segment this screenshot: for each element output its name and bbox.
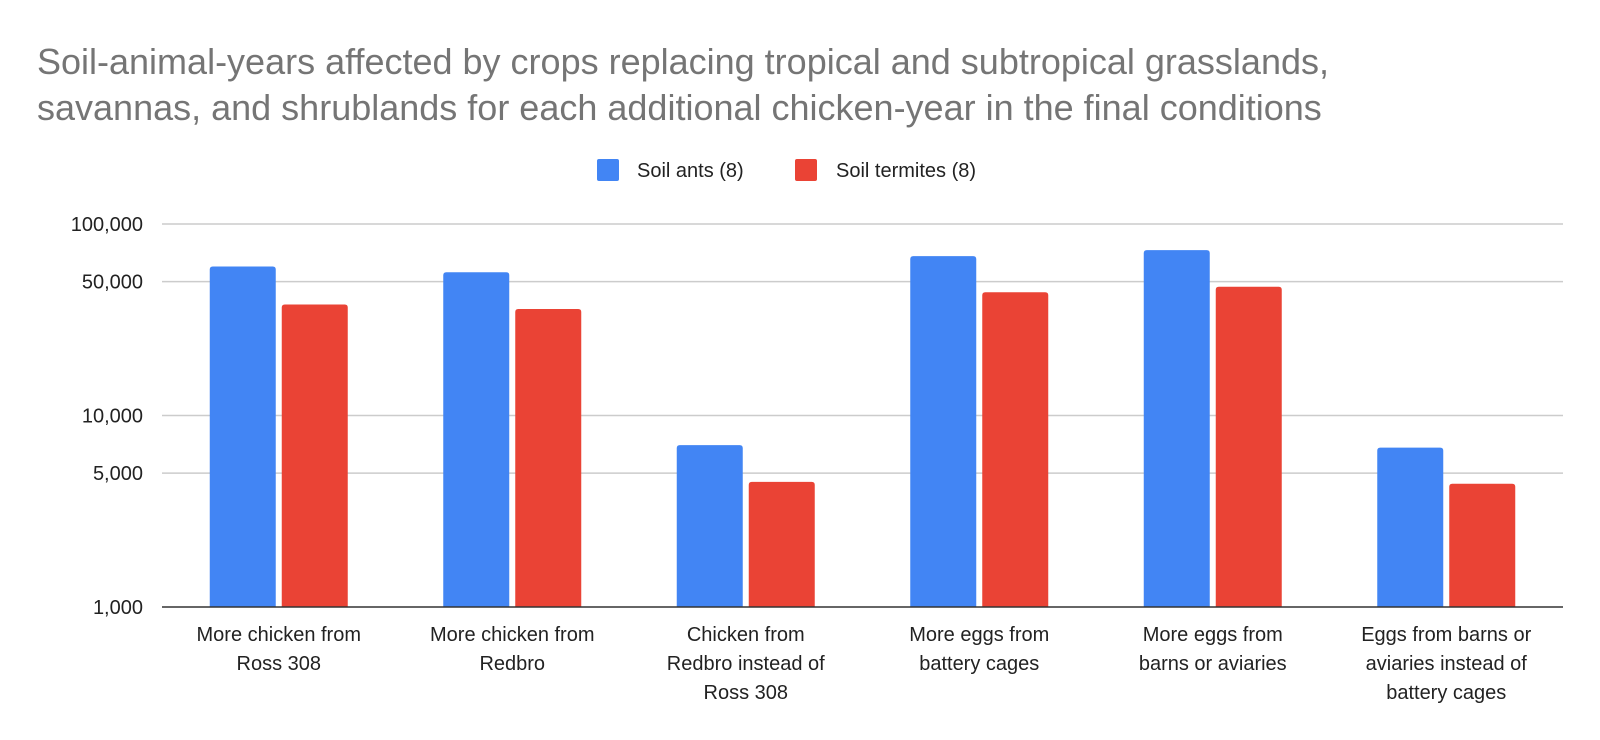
y-tick-label: 100,000 bbox=[71, 214, 143, 236]
x-category-label: More chicken from Ross 308 bbox=[197, 624, 362, 675]
bar-soil-termites-8 bbox=[982, 292, 1049, 607]
x-category-label-line: battery cages bbox=[1386, 682, 1506, 704]
x-category-label: Chicken from Redbro instead of Ross 308 bbox=[667, 624, 825, 704]
x-category-label: More eggs from barns or aviaries bbox=[1139, 624, 1287, 675]
bar-soil-termites-8 bbox=[281, 304, 348, 607]
x-category-label: More eggs from battery cages bbox=[909, 624, 1049, 675]
x-category-label-line: battery cages bbox=[919, 653, 1039, 675]
bar-soil-termites-8 bbox=[515, 308, 582, 607]
gridlines bbox=[162, 223, 1563, 474]
x-category-label-line: Ross 308 bbox=[237, 653, 322, 675]
chart-title: Soil-animal-years affected by crops repl… bbox=[37, 41, 1329, 128]
legend-item-soil-ants: Soil ants (8) bbox=[597, 159, 744, 182]
bar-soil-ants-8 bbox=[676, 445, 743, 607]
x-category-label: More chicken from Redbro bbox=[430, 624, 595, 675]
x-category-label-line: More eggs from bbox=[1143, 624, 1283, 646]
y-tick-label: 1,000 bbox=[93, 597, 143, 619]
x-category-label-line: aviaries instead of bbox=[1366, 653, 1528, 675]
x-category-label-line: Ross 308 bbox=[704, 682, 789, 704]
legend-item-soil-termites: Soil termites (8) bbox=[795, 159, 976, 182]
bar-soil-ants-8 bbox=[1143, 250, 1210, 607]
x-category-label-line: Redbro instead of bbox=[667, 653, 825, 675]
bar-soil-termites-8 bbox=[748, 481, 815, 607]
bar-soil-termites-8 bbox=[1215, 286, 1282, 607]
y-tick-label: 5,000 bbox=[93, 463, 143, 485]
y-tick-label: 50,000 bbox=[82, 272, 143, 294]
legend-swatch-soil-termites bbox=[795, 159, 817, 181]
x-category-label-line: More chicken from bbox=[430, 624, 595, 646]
x-category-label-line: More chicken from bbox=[197, 624, 362, 646]
legend-swatch-soil-ants bbox=[597, 159, 619, 181]
bar-soil-termites-8 bbox=[1449, 483, 1516, 607]
bar-soil-ants-8 bbox=[1377, 447, 1444, 607]
x-category-label-line: Eggs from barns or bbox=[1361, 624, 1531, 646]
chart-title-line-1: Soil-animal-years affected by crops repl… bbox=[37, 41, 1329, 82]
y-tick-label: 10,000 bbox=[82, 406, 143, 428]
legend-label-soil-ants: Soil ants (8) bbox=[637, 160, 744, 182]
legend-label-soil-termites: Soil termites (8) bbox=[836, 160, 976, 182]
x-category-label-line: barns or aviaries bbox=[1139, 653, 1287, 675]
bar-soil-ants-8 bbox=[209, 266, 276, 607]
y-axis: 1,000 5,000 10,000 50,000 100,000 bbox=[71, 214, 143, 619]
legend: Soil ants (8) Soil termites (8) bbox=[597, 159, 976, 182]
x-category-label-line: Chicken from bbox=[687, 624, 805, 646]
bar-soil-ants-8 bbox=[443, 272, 510, 607]
bar-soil-ants-8 bbox=[910, 256, 977, 607]
chart-title-line-2: savannas, and shrublands for each additi… bbox=[37, 87, 1322, 128]
x-category-label-line: More eggs from bbox=[909, 624, 1049, 646]
bars bbox=[209, 250, 1516, 607]
x-category-label-line: Redbro bbox=[479, 653, 545, 675]
x-category-label: Eggs from barns or aviaries instead of bat… bbox=[1361, 624, 1531, 704]
